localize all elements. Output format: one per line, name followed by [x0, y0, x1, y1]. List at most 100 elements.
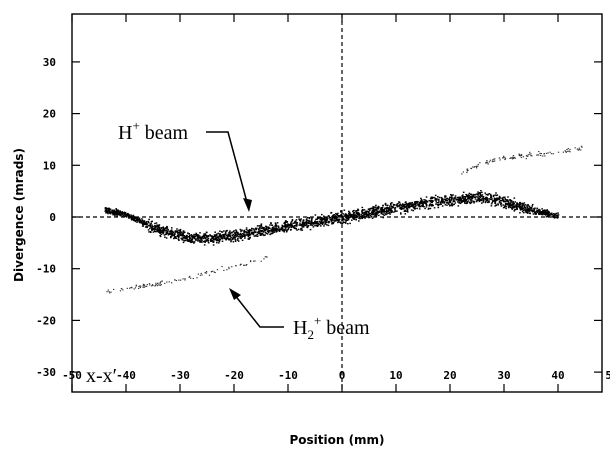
h-plus-beam-point	[249, 237, 251, 239]
h-plus-beam-point	[281, 227, 284, 230]
h-plus-beam-point	[553, 216, 555, 219]
h-plus-beam-point	[178, 235, 180, 238]
h-plus-beam-point	[517, 203, 519, 205]
h-plus-beam-point	[434, 197, 436, 199]
h-plus-beam-point	[277, 226, 280, 229]
h-plus-beam-point	[438, 198, 440, 201]
h2-plus-beam-point	[143, 286, 145, 288]
h-plus-beam-point	[139, 220, 141, 222]
h-plus-beam-point	[515, 205, 518, 207]
h-plus-beam-point	[171, 235, 174, 237]
h-plus-beam-point	[553, 213, 555, 215]
h-plus-beam-point	[148, 222, 150, 224]
h-plus-beam-point	[424, 201, 427, 203]
h-plus-beam-point	[453, 200, 456, 202]
h-plus-beam-point	[345, 220, 347, 222]
h-plus-beam-point	[300, 224, 302, 227]
h-plus-beam-point	[235, 235, 238, 237]
h-plus-beam-point	[216, 239, 219, 242]
h-plus-beam-point	[294, 225, 296, 227]
x-axis-ticks: -50-40-30-20-1001020304050	[62, 14, 610, 392]
h-plus-beam-point	[335, 218, 338, 220]
h-plus-beam-point	[246, 234, 249, 236]
h-plus-beam-point	[433, 207, 436, 209]
h-plus-beam-point	[510, 201, 512, 203]
h2-plus-beam-point	[577, 149, 579, 151]
h-plus-beam-point	[154, 228, 157, 231]
h-plus-beam-point	[323, 221, 325, 223]
h-plus-beam-point	[121, 211, 123, 214]
h-plus-beam-point	[269, 224, 271, 226]
h-plus-beam-point	[390, 203, 392, 206]
h-plus-beam-point	[133, 219, 135, 221]
h-plus-beam-point	[248, 230, 251, 233]
h-plus-beam-point	[425, 196, 428, 198]
h2-plus-beam-point	[530, 155, 532, 157]
h-plus-beam-point	[371, 210, 374, 212]
h-plus-beam-point	[113, 211, 115, 213]
h-plus-beam-point	[503, 206, 505, 208]
h-plus-beam-point	[163, 228, 165, 231]
h-plus-beam-point	[132, 218, 134, 220]
h-plus-beam-point	[340, 221, 342, 223]
h-plus-beam-point	[389, 213, 391, 215]
h-plus-beam-point	[530, 207, 533, 210]
h-plus-beam-point	[347, 219, 350, 221]
h-plus-beam-point	[381, 208, 383, 210]
h-plus-beam-point	[527, 209, 530, 211]
h-plus-beam-point	[396, 203, 398, 205]
h-plus-beam-point	[195, 232, 197, 235]
h-plus-beam-point	[548, 211, 550, 214]
h-plus-beam-point	[439, 202, 442, 204]
h-plus-beam-point	[252, 233, 255, 236]
h2-plus-beam-point	[142, 286, 144, 288]
h-plus-beam-point	[280, 227, 283, 229]
h-plus-beam-point	[413, 208, 416, 210]
h-plus-beam-point	[483, 197, 485, 200]
h-plus-beam-point	[429, 207, 432, 210]
h-plus-beam-point	[275, 227, 277, 230]
h-plus-beam-point	[521, 210, 524, 213]
h-plus-beam-point	[321, 220, 323, 222]
h-plus-beam-point	[361, 215, 364, 217]
h-plus-beam-point	[201, 241, 203, 243]
h-plus-beam-point	[244, 237, 246, 239]
h2-plus-beam-point	[567, 148, 569, 150]
h-plus-beam-point	[445, 195, 447, 197]
h-plus-beam-point	[509, 202, 512, 204]
h-plus-beam-point	[321, 223, 324, 226]
h-plus-beam-point	[413, 201, 416, 203]
h-plus-beam-point	[345, 217, 347, 219]
h2-plus-beam-point	[549, 151, 551, 153]
h-plus-beam-point	[383, 214, 385, 216]
h-plus-beam-point	[152, 231, 155, 233]
h-plus-beam-point	[513, 197, 516, 199]
h-plus-beam-point	[175, 237, 177, 239]
h-plus-beam-point	[247, 232, 249, 234]
h2-plus-beam-point	[135, 285, 137, 287]
h-plus-beam-point	[166, 226, 169, 228]
h-plus-beam-point	[552, 216, 554, 218]
h2-plus-beam-point	[119, 290, 122, 292]
h-plus-beam-point	[137, 220, 139, 222]
h-plus-beam-point	[271, 232, 274, 235]
h-plus-beam-point	[376, 207, 379, 209]
h2-plus-beam-point	[466, 169, 468, 171]
h-plus-beam-point	[157, 229, 160, 231]
h-plus-beam-point	[215, 233, 218, 235]
h-plus-beam-point	[330, 220, 332, 222]
h-plus-beam-point	[292, 225, 294, 227]
h-plus-beam-point	[539, 212, 541, 214]
h-plus-beam-label: H+ beam	[118, 118, 189, 144]
h-plus-beam-point	[264, 228, 266, 230]
h-plus-beam-point	[124, 212, 127, 214]
x-axis-title: Position (mm)	[289, 433, 384, 447]
h-plus-beam-point	[134, 217, 136, 220]
h-plus-beam-point	[325, 218, 328, 221]
h-plus-beam-point	[441, 201, 444, 203]
h-plus-beam-point	[290, 222, 292, 224]
h-plus-beam-point	[422, 204, 424, 206]
h-plus-beam-point	[465, 199, 468, 201]
h-plus-beam-point	[331, 222, 334, 224]
h-plus-beam-point	[385, 207, 388, 210]
